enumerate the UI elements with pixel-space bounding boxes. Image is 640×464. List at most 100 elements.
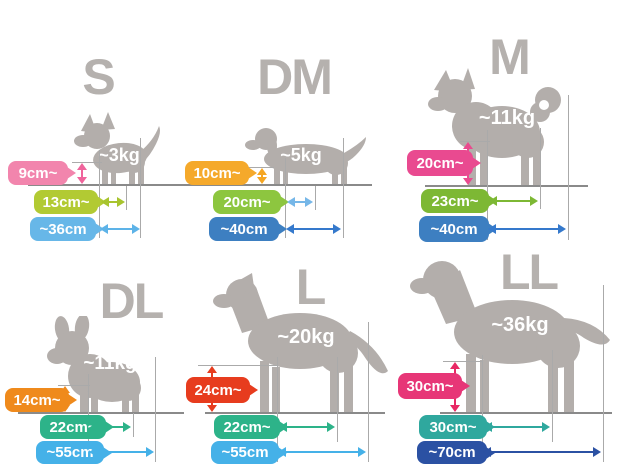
body-length-value: ~40cm: [220, 220, 268, 238]
measure-tick-line: [246, 167, 274, 168]
body-length-badge: ~70cm: [417, 441, 495, 464]
arrow-line: [103, 228, 137, 230]
guide-line-mid: [126, 186, 127, 210]
arrow-head-right-icon: [333, 224, 341, 234]
guide-line-rear: [568, 95, 569, 240]
body-length-value: ~36cm: [39, 220, 87, 238]
badge-pointer-icon: [280, 196, 289, 208]
back-length-badge: 30cm~: [419, 415, 495, 439]
arrow-line: [290, 201, 310, 203]
height-badge: 10cm~: [185, 161, 257, 185]
size-title: DM: [257, 49, 333, 105]
arrow-head-right-icon: [558, 224, 566, 234]
weight-label: ~20kg: [277, 326, 335, 348]
ground-line: [28, 184, 192, 186]
guide-line-rear: [343, 138, 344, 238]
guide-line-front: [99, 150, 100, 238]
arrow-line: [487, 426, 547, 428]
arrow-head-down-icon: [257, 177, 267, 184]
arrow-line: [93, 426, 128, 428]
arrow-head-right-icon: [530, 196, 538, 206]
size-title: S: [82, 49, 115, 105]
arrow-head-right-icon: [358, 447, 366, 457]
body-length-value: ~70cm: [428, 444, 476, 461]
height-value: 24cm~: [194, 381, 242, 399]
body-length-badge: ~40cm: [209, 217, 287, 241]
guide-line-mid: [337, 357, 338, 442]
arrow-line: [281, 451, 363, 453]
badge-pointer-icon: [67, 167, 76, 179]
size-title: LL: [500, 244, 559, 300]
arrow-line: [486, 451, 598, 453]
body-length-value: ~55cm: [221, 444, 269, 461]
arrow-line: [282, 426, 332, 428]
height-badge: 24cm~: [186, 377, 258, 403]
back-length-value: 23cm~: [431, 192, 479, 210]
arrow-head-right-icon: [542, 422, 550, 432]
badge-pointer-icon: [461, 380, 470, 392]
guide-line-mid: [133, 413, 134, 437]
badge-pointer-icon: [278, 223, 287, 235]
arrow-head-down-icon: [450, 405, 460, 412]
body-length-value: ~55cm: [46, 444, 94, 461]
weight-label: ~36kg: [491, 314, 549, 336]
ground-line: [440, 412, 612, 414]
measure-tick-line: [443, 361, 483, 362]
height-value: 9cm~: [18, 164, 58, 182]
back-length-value: 22cm~: [223, 418, 271, 436]
arrow-line: [104, 201, 122, 203]
ground-line: [205, 412, 385, 414]
dog-silhouette-chihuahua: [74, 112, 160, 185]
body-length-badge: ~36cm: [30, 217, 104, 241]
back-length-badge: 20cm~: [213, 190, 289, 214]
weight-label: ~11kg: [478, 107, 536, 129]
measure-tick-line: [198, 365, 278, 366]
guide-line-mid: [540, 128, 541, 209]
arrow-head-right-icon: [327, 422, 335, 432]
size-title: DL: [99, 273, 165, 329]
arrow-head-right-icon: [146, 447, 154, 457]
height-badge: 20cm~: [407, 150, 481, 176]
arrow-head-right-icon: [305, 197, 313, 207]
weight-label: ~11kg: [83, 353, 137, 374]
ground-line: [425, 185, 588, 187]
arrow-head-right-icon: [132, 224, 140, 234]
height-value: 30cm~: [406, 377, 454, 395]
height-value: 20cm~: [416, 154, 464, 172]
arrow-head-down-icon: [207, 405, 217, 412]
height-badge: 9cm~: [8, 161, 76, 185]
badge-pointer-icon: [248, 167, 257, 179]
height-value: 10cm~: [193, 164, 241, 182]
arrow-line: [81, 166, 83, 181]
arrow-line: [261, 171, 263, 181]
measure-tick-line: [58, 385, 90, 386]
badge-pointer-icon: [472, 157, 481, 169]
badge-pointer-icon: [95, 223, 104, 235]
guide-line-front: [277, 357, 278, 462]
arrow-line: [92, 451, 151, 453]
body-length-badge: ~40cm: [419, 216, 497, 242]
arrow-head-down-icon: [463, 178, 473, 185]
weight-label: ~5kg: [280, 145, 322, 165]
back-length-value: 22cm~: [49, 418, 97, 436]
back-length-value: 13cm~: [42, 193, 90, 211]
back-length-value: 20cm~: [223, 193, 271, 211]
arrow-line: [492, 200, 535, 202]
dog-silhouette-medium-dog: [213, 273, 388, 413]
size-title: L: [295, 259, 327, 315]
arrow-head-right-icon: [117, 197, 125, 207]
height-badge: 30cm~: [398, 373, 470, 399]
arrow-head-right-icon: [123, 422, 131, 432]
guide-line-front: [482, 355, 483, 462]
height-value: 14cm~: [13, 391, 61, 409]
badge-pointer-icon: [249, 384, 258, 396]
arrow-head-down-icon: [77, 177, 87, 184]
measure-tick-line: [460, 141, 490, 142]
weight-label: ~3kg: [98, 145, 140, 165]
